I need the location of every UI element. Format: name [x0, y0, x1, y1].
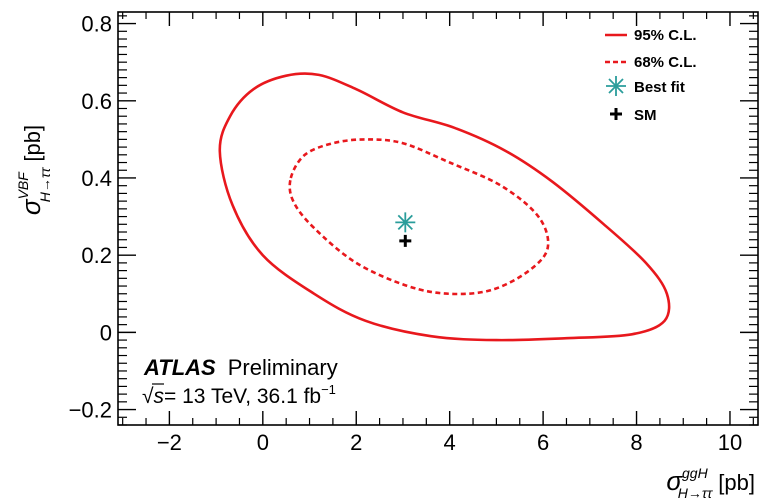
x-tick-label: −2: [157, 430, 182, 455]
y-tick-label: 0.8: [81, 12, 112, 37]
x-tick-label: 8: [630, 430, 642, 455]
legend-label-best-fit: Best fit: [634, 79, 685, 96]
y-axis-title: σVBF H→ττ [pb]: [15, 125, 53, 215]
y-axis-title-sup: VBF: [15, 171, 31, 200]
atlas-label: ATLAS Preliminary: [143, 355, 338, 380]
legend-label-sm: SM: [634, 107, 657, 124]
y-axis-title-sub: H→ττ: [37, 167, 53, 202]
y-tick-label: 0.6: [81, 89, 112, 114]
x-axis-title-base: σ: [666, 466, 683, 496]
legend: 95% C.L. 68% C.L. Best fit SM: [605, 27, 697, 124]
legend-asterisk-icon: [606, 76, 626, 96]
x-axis-title: σggH H→ττ [pb]: [666, 465, 755, 501]
contour-95cl: [218, 72, 671, 342]
atlas-experiment: ATLAS: [143, 355, 216, 380]
x-axis-title-unit: [pb]: [718, 470, 755, 495]
atlas-status: Preliminary: [228, 355, 338, 380]
energy-text: = 13 TeV, 36.1 fb: [164, 385, 321, 408]
s-symbol: s: [154, 385, 165, 408]
x-tick-label: 6: [537, 430, 549, 455]
x-tick-label: 2: [350, 430, 362, 455]
contours: [218, 72, 671, 342]
axis-ticks: [118, 12, 758, 426]
axis-tick-labels: −2 0 2 4 6 8 10 −0.2 0 0.2 0.4 0.6 0.8: [69, 12, 743, 455]
sqrt-symbol: √: [142, 385, 154, 408]
y-tick-label: 0.2: [81, 243, 112, 268]
y-tick-label: 0: [100, 320, 112, 345]
legend-plus-icon: [610, 108, 622, 120]
markers: [395, 212, 416, 247]
energy-label: √s= 13 TeV, 36.1 fb−1: [142, 382, 336, 408]
x-tick-label: 0: [257, 430, 269, 455]
y-tick-label: 0.4: [81, 166, 112, 191]
legend-label-95cl: 95% C.L.: [634, 27, 697, 44]
legend-label-68cl: 68% C.L.: [634, 54, 697, 71]
contour-68cl: [288, 138, 550, 296]
y-tick-label: −0.2: [69, 398, 112, 423]
lumi-exponent: −1: [321, 382, 336, 397]
best-fit-marker: [395, 212, 416, 233]
x-tick-label: 10: [718, 430, 742, 455]
x-axis-title-sub: H→ττ: [678, 485, 713, 501]
plot-frame: [117, 11, 759, 426]
y-axis-title-unit: [pb]: [20, 125, 45, 162]
x-tick-label: 4: [444, 430, 456, 455]
y-axis-title-base: σ: [16, 198, 46, 215]
sm-marker: [399, 234, 412, 247]
x-axis-title-sup: ggH: [682, 465, 709, 481]
